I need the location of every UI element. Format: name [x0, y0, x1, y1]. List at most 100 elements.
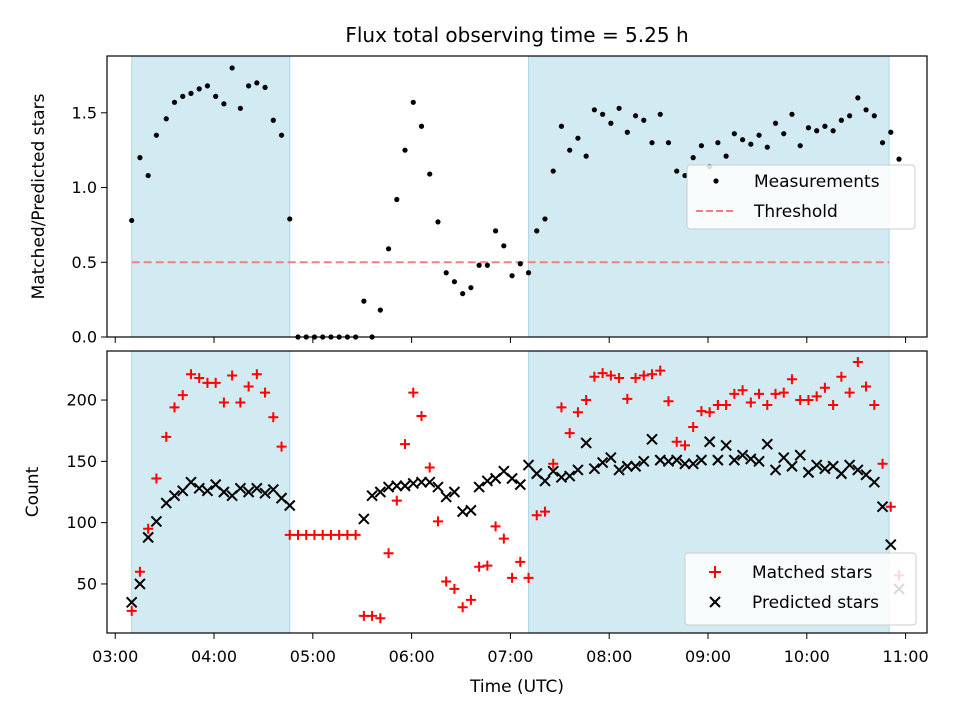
matched-star-point	[185, 369, 196, 380]
y-tick-label: 1.0	[72, 178, 97, 197]
predicted-star-point	[786, 460, 798, 472]
y-tick-label: 0.0	[72, 328, 97, 347]
matched-star-point	[869, 399, 880, 410]
predicted-star-point	[150, 515, 163, 528]
measurement-point	[254, 80, 260, 86]
measurement-point	[558, 123, 565, 129]
matched-star-point	[457, 602, 468, 613]
measurement-point	[171, 99, 178, 105]
measurement-point	[575, 135, 581, 141]
legend-matched-label: Matched stars	[752, 563, 872, 583]
measurement-point	[748, 141, 754, 147]
predicted-star-point	[432, 481, 444, 493]
predicted-star-point	[514, 478, 527, 491]
measurement-point	[583, 153, 589, 159]
top-legend: Measurements Threshold	[686, 164, 916, 230]
measurement-point	[756, 132, 762, 138]
bottom-legend: Matched stars Predicted stars	[684, 552, 917, 626]
matched-star-point	[408, 387, 419, 398]
measurement-point	[468, 285, 474, 291]
predicted-star-point	[522, 459, 535, 471]
matched-star-point	[531, 510, 542, 521]
measurement-point	[641, 117, 647, 123]
measurement-point	[616, 105, 622, 111]
y-tick-label: 1.5	[72, 103, 97, 122]
predicted-star-point	[588, 462, 601, 475]
matched-star-point	[762, 399, 773, 410]
matched-star-point	[465, 594, 476, 605]
measurement-point	[492, 228, 499, 234]
measurement-point	[525, 270, 532, 276]
matched-star-point	[474, 561, 485, 572]
matched-star-point	[630, 372, 641, 383]
matched-star-point	[432, 516, 443, 527]
predicted-star-point	[185, 476, 197, 488]
predicted-star-point	[539, 475, 551, 487]
matched-star-point	[836, 371, 847, 382]
matched-star-point	[268, 412, 279, 423]
measurement-point	[484, 262, 490, 268]
measurement-point	[427, 171, 433, 177]
measurement-point	[402, 147, 408, 153]
predicted-star-point	[465, 504, 477, 517]
bottom-y-axis-label: Count	[23, 466, 43, 517]
matched-star-point	[811, 391, 822, 402]
x-tick-label: 11:00	[883, 647, 929, 666]
matched-star-point	[844, 387, 855, 398]
measurement-point	[196, 86, 202, 92]
chart-title: Flux total observing time = 5.25 h	[345, 23, 688, 47]
measurement-point	[731, 131, 737, 137]
measurement-point	[855, 95, 861, 101]
matched-star-point	[126, 605, 137, 616]
measurement-point	[591, 107, 597, 113]
matched-star-point	[556, 402, 567, 413]
matched-star-point	[416, 410, 427, 421]
matched-star-point	[243, 381, 254, 392]
predicted-star-point	[810, 459, 823, 471]
predicted-star-point	[177, 485, 189, 497]
predicted-star-point	[843, 459, 856, 471]
predicted-star-point	[876, 501, 889, 513]
matched-star-point	[441, 576, 452, 587]
legend-measurements-marker	[713, 178, 719, 184]
matched-star-point	[877, 458, 888, 469]
measurement-point	[665, 140, 672, 146]
bottom-y-ticks: 50 100 150 200	[66, 391, 107, 593]
matched-star-point	[482, 560, 493, 571]
matched-star-point	[803, 395, 814, 406]
matched-star-point	[655, 365, 666, 376]
bottom-legend-box	[684, 552, 917, 626]
predicted-star-point	[679, 458, 691, 470]
measurement-point	[287, 216, 293, 222]
matched-star-point	[210, 377, 221, 388]
matched-star-point	[539, 506, 550, 517]
matched-star-point	[819, 382, 830, 393]
measurements-series	[129, 65, 902, 340]
measurement-point	[262, 84, 268, 90]
matched-star-point	[696, 406, 707, 417]
measurement-point	[451, 279, 458, 285]
matched-star-point	[852, 357, 863, 368]
predicted-star-point	[596, 456, 609, 469]
legend-matched-marker	[709, 566, 721, 578]
matched-star-point	[177, 390, 188, 401]
measurement-point	[805, 125, 812, 131]
predicted-star-point	[399, 480, 411, 492]
measurement-point	[542, 216, 548, 222]
matched-star-point	[161, 431, 172, 442]
measurement-point	[435, 219, 441, 225]
measurement-point	[163, 116, 169, 122]
matched-star-point	[597, 368, 608, 379]
measurement-point	[204, 83, 211, 89]
matched-star-point	[770, 388, 781, 399]
predicted-star-point	[621, 460, 634, 472]
predicted-star-point	[481, 475, 494, 487]
predicted-star-point	[852, 464, 864, 476]
matched-star-point	[605, 370, 616, 381]
measurement-point	[394, 196, 400, 203]
top-y-axis-label: Matched/Predicted stars	[29, 93, 49, 299]
measurement-point	[649, 140, 655, 146]
matched-star-point	[260, 387, 271, 398]
measurement-point	[739, 137, 746, 143]
